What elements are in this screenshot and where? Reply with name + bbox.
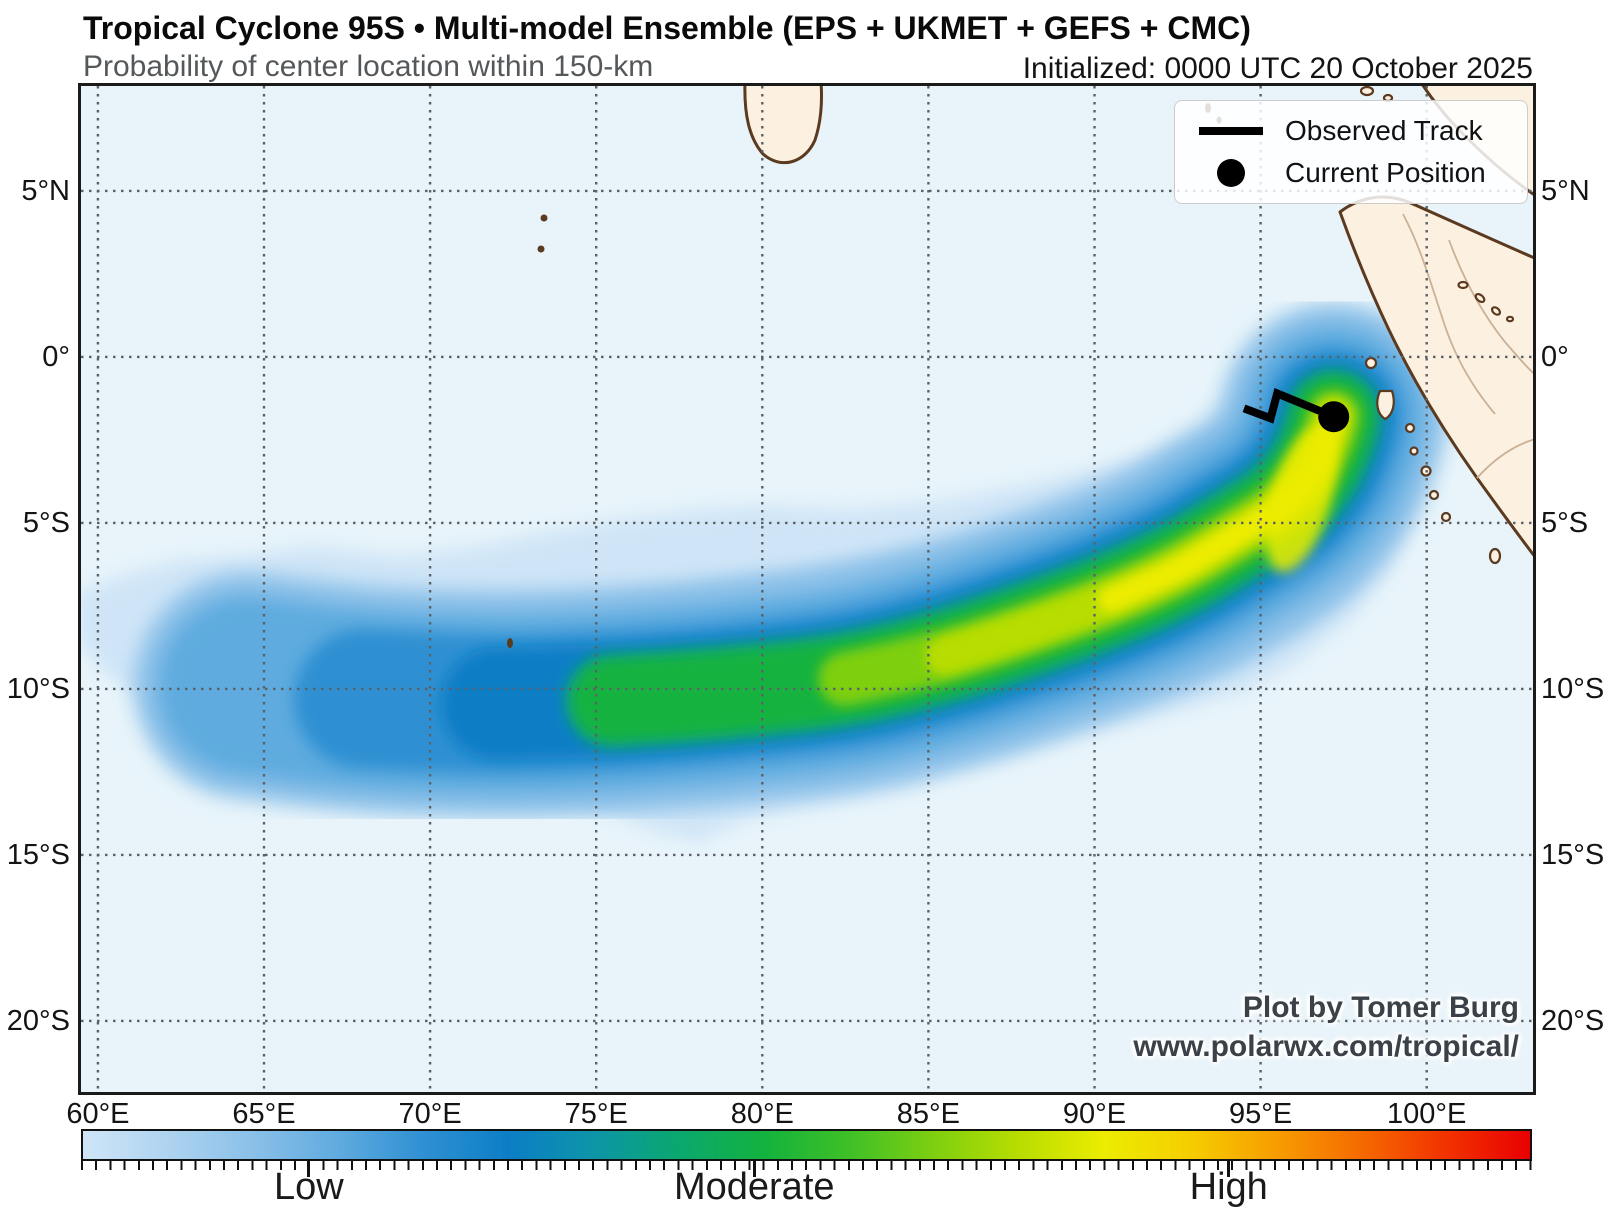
lat-tick-label: 20°S [6, 1004, 70, 1037]
lat-tick-label: 0° [1541, 340, 1569, 373]
legend-observed-track-label: Observed Track [1285, 115, 1483, 146]
attribution-author: Plot by Tomer Burg [1242, 991, 1519, 1024]
sri-lanka [743, 86, 823, 165]
island [1490, 306, 1502, 316]
lat-tick-label: 10°S [1541, 672, 1605, 705]
probability-plume [81, 304, 1447, 842]
legend-sample [1189, 159, 1273, 187]
island [1505, 315, 1515, 323]
chagos-island [507, 638, 513, 648]
lon-tick-label: 60°E [66, 1098, 130, 1130]
lat-tick-label: 15°S [1541, 838, 1605, 871]
colorbar-major-tick [752, 1161, 756, 1177]
map-panel: Observed Track Current Position Plot by … [78, 83, 1536, 1095]
lat-tick-label: 5°N [21, 174, 70, 207]
observed-track-line [1242, 387, 1336, 424]
observed-track-swatch [1199, 127, 1263, 135]
province-border [1448, 239, 1533, 374]
lon-tick-label: 65°E [232, 1098, 296, 1130]
lat-tick-label: 15°S [6, 838, 70, 871]
lat-tick-label: 5°N [1541, 174, 1590, 207]
island-mentawai [1376, 389, 1395, 421]
lat-tick-label: 0° [42, 340, 70, 373]
current-position-swatch [1217, 159, 1245, 187]
lat-tick-label: 20°S [1541, 1004, 1605, 1037]
island [1359, 86, 1375, 97]
island [1409, 446, 1419, 456]
colorbar-ticks [81, 1161, 1532, 1170]
island-nias [1364, 356, 1378, 370]
maldives-island [540, 214, 548, 222]
legend-sample [1189, 127, 1273, 135]
island [1474, 292, 1486, 304]
lon-tick-label: 90°E [1062, 1098, 1127, 1130]
lon-tick-label: 95°E [1228, 1098, 1293, 1130]
map-canvas [81, 86, 1533, 1092]
init-time-label: Initialized: 0000 UTC 20 October 2025 [1022, 52, 1533, 85]
chart-subtitle: Probability of center location within 15… [83, 50, 654, 83]
lat-tick-label: 5°S [1541, 506, 1589, 539]
colorbar-label: Low [273, 1166, 344, 1208]
colorbar-major-tick [1227, 1161, 1231, 1177]
current-position-marker [1318, 401, 1350, 433]
colorbar-major-tick [307, 1161, 311, 1177]
legend-current-position-label: Current Position [1285, 157, 1486, 188]
colorbar [81, 1129, 1532, 1161]
lon-tick-label: 80°E [730, 1098, 794, 1130]
maldives-island [537, 245, 545, 253]
attribution-url: www.polarwx.com/tropical/ [1133, 1030, 1519, 1063]
island [1440, 511, 1452, 523]
legend-item-current-position: Current Position [1189, 152, 1527, 194]
attribution: Plot by Tomer Burg www.polarwx.com/tropi… [1133, 988, 1519, 1066]
lat-tick-label: 5°S [22, 506, 70, 539]
observed-track-group [1242, 387, 1350, 433]
lon-tick-label: 75°E [564, 1098, 628, 1130]
lon-tick-label: 100°E [1387, 1098, 1467, 1130]
legend-item-observed-track: Observed Track [1189, 110, 1527, 152]
island [1457, 280, 1469, 290]
lat-tick-label: 10°S [6, 672, 70, 705]
colorbar-label: Moderate [673, 1166, 835, 1208]
province-border [1402, 213, 1496, 415]
colorbar-label: High [1189, 1166, 1268, 1208]
island [1428, 489, 1440, 501]
plume-core-high [1265, 427, 1336, 573]
island [1488, 547, 1502, 565]
chart-title: Tropical Cyclone 95S • Multi-model Ensem… [83, 10, 1251, 46]
province-border [1476, 438, 1533, 479]
lon-tick-label: 70°E [398, 1098, 462, 1130]
lon-tick-label: 85°E [896, 1098, 960, 1130]
legend: Observed Track Current Position [1174, 100, 1528, 204]
island [1404, 422, 1416, 434]
